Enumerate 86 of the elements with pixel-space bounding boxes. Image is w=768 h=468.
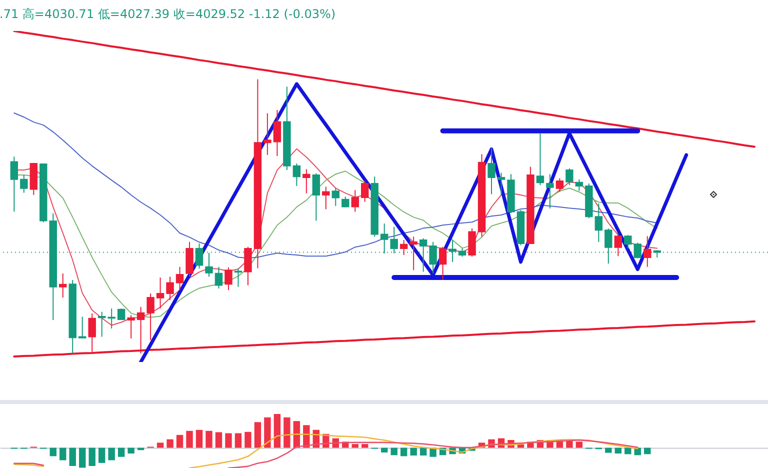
candlestick (410, 236, 418, 271)
bar (206, 430, 212, 448)
candlestick (400, 239, 408, 256)
bar (644, 448, 651, 454)
candlestick (634, 242, 642, 259)
candlestick (614, 234, 622, 257)
bar (352, 444, 358, 448)
bar (284, 417, 290, 448)
bar (50, 448, 56, 456)
candlestick (244, 246, 252, 286)
candlestick (78, 316, 86, 339)
bar (215, 432, 222, 448)
candlestick (546, 174, 554, 209)
bar (254, 422, 262, 448)
bar (108, 448, 115, 460)
candlestick (234, 268, 242, 288)
bar (176, 434, 184, 448)
candlestick (351, 190, 359, 212)
candlestick (380, 223, 388, 254)
candlestick (10, 156, 18, 212)
bar (88, 448, 96, 466)
candlestick (59, 272, 67, 298)
bar (234, 433, 242, 448)
bar (264, 417, 271, 448)
candlestick (292, 162, 301, 186)
candlestick (332, 188, 340, 206)
bar (225, 433, 232, 448)
candlestick (127, 314, 135, 339)
candlestick (497, 172, 506, 196)
candlestick (312, 172, 320, 222)
bar (576, 442, 583, 448)
candlestick (224, 266, 232, 291)
candlestick (156, 277, 164, 310)
candlestick (264, 112, 272, 156)
bar (98, 448, 106, 463)
bar (614, 448, 622, 454)
candlestick (468, 228, 476, 258)
bar (420, 448, 427, 456)
bar (624, 448, 632, 454)
candlestick (322, 186, 330, 210)
candlestick (205, 252, 213, 278)
candlestick (488, 148, 496, 195)
candlestick (20, 174, 28, 194)
bar (362, 444, 368, 448)
candlestick (624, 234, 632, 249)
candlestick (575, 178, 584, 192)
candlestick (214, 266, 223, 290)
bar (400, 448, 408, 456)
candlestick (594, 202, 603, 242)
candlestick (419, 238, 428, 272)
candlestick (604, 228, 612, 264)
candlestick (644, 236, 652, 268)
candlestick (302, 168, 310, 194)
bar (410, 448, 417, 456)
bar (274, 414, 281, 448)
candlestick (536, 132, 544, 186)
bar (128, 448, 134, 454)
candlestick (438, 246, 447, 281)
candlestick (390, 226, 398, 254)
candlestick (342, 196, 350, 208)
bar (186, 430, 193, 448)
candlestick (429, 241, 437, 274)
bar (78, 448, 86, 468)
bar (60, 448, 66, 460)
bar (380, 448, 388, 452)
bar (244, 432, 252, 448)
candlestick (566, 168, 574, 186)
candlestick (273, 109, 282, 157)
chart-title: .71 高=4030.71 低=4027.39 收=4029.52 -1.12 (-0.03%) (0, 7, 336, 21)
candlestick (195, 243, 204, 269)
bar (118, 448, 125, 457)
candlestick (556, 178, 564, 192)
candlestick (166, 276, 174, 301)
candlestick (108, 308, 116, 330)
bar (166, 439, 174, 448)
bar (156, 442, 164, 448)
candlestick (361, 180, 369, 202)
candlestick (448, 239, 456, 262)
candlestick (146, 292, 154, 341)
bar (517, 444, 524, 448)
candlestick (98, 311, 106, 338)
bar (69, 448, 76, 466)
bar (196, 430, 203, 448)
bar (390, 448, 398, 456)
candlestick (176, 266, 184, 291)
bar (605, 448, 612, 453)
